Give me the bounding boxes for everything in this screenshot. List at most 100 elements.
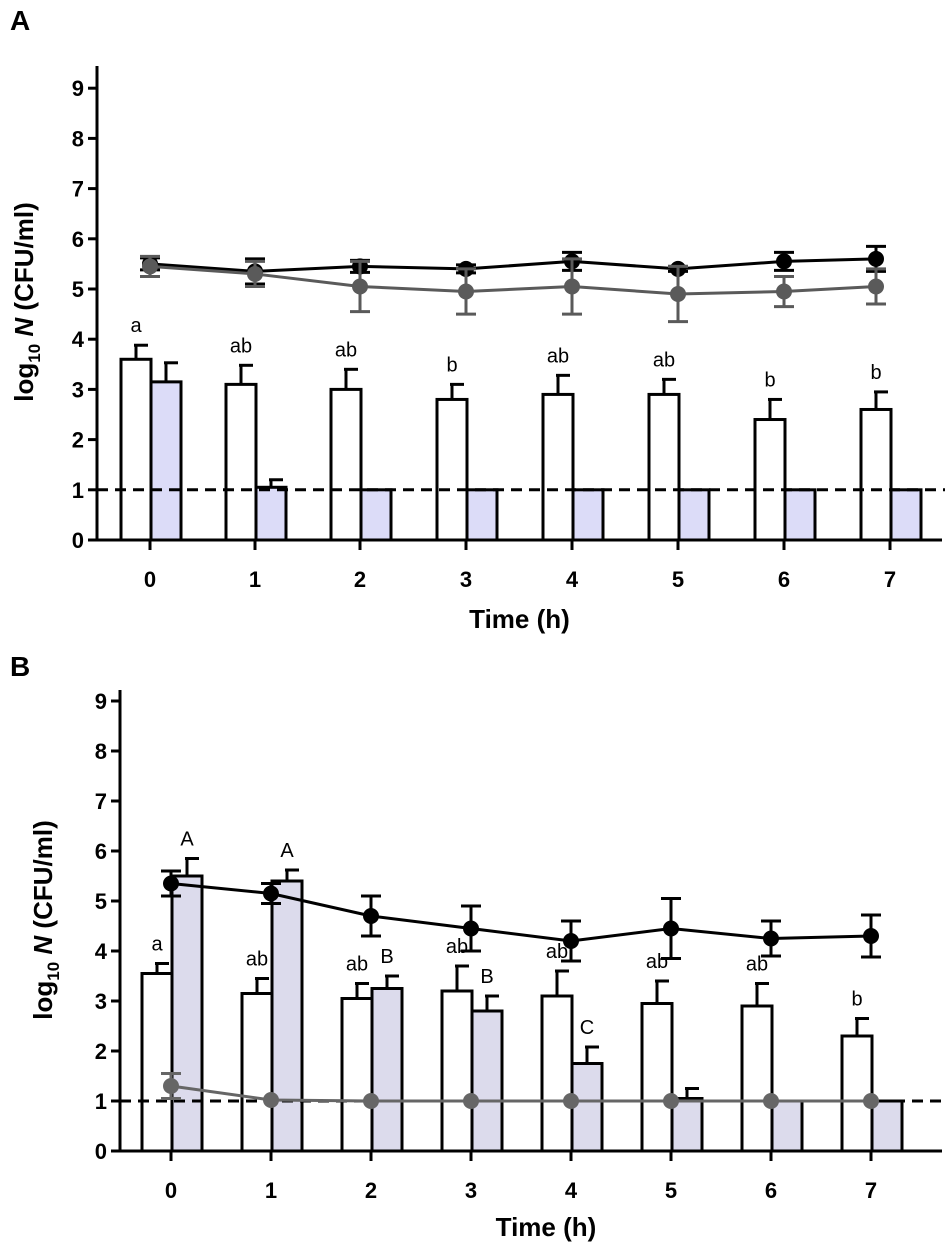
x-tick-label: 6 <box>765 1178 777 1203</box>
y-title-log: log <box>9 363 39 402</box>
data-point <box>863 928 879 944</box>
significance-label: ab <box>446 936 468 958</box>
y-title-units: (CFU/ml) <box>9 202 39 318</box>
significance-label: b <box>764 369 775 391</box>
data-point <box>463 920 479 937</box>
y-tick-label: 8 <box>72 126 84 151</box>
significance-label: ab <box>546 941 568 963</box>
y-tick-label: 5 <box>95 889 107 914</box>
data-point <box>163 875 179 892</box>
y-tick-label: 6 <box>72 227 84 252</box>
bar-1 <box>541 392 575 542</box>
x-tick-label: 4 <box>565 1178 578 1203</box>
bar-2 <box>465 488 499 542</box>
x-tick-label: 7 <box>865 1178 877 1203</box>
panel-label: A <box>10 5 30 36</box>
bar-1 <box>240 992 274 1153</box>
data-point <box>247 265 263 282</box>
panel-label: B <box>10 651 30 682</box>
y-axis-title: log10 N (CFU/ml) <box>9 202 44 401</box>
line-series-2 <box>149 264 877 296</box>
bar-2 <box>470 1009 504 1153</box>
panel-a: A 0 1 2 3 4 5 6 7 8 9 0 1 2 3 4 5 6 7 Time (h) log10 N (CFU/… <box>9 5 945 634</box>
data-point <box>663 920 679 937</box>
y-tick-label: 8 <box>95 739 107 764</box>
y-tick-label: 3 <box>72 377 84 402</box>
data-point <box>670 286 686 303</box>
data-point <box>263 1092 279 1108</box>
significance-label: B <box>380 946 393 968</box>
x-tick-label: 3 <box>460 567 472 592</box>
x-tick-label: 5 <box>665 1178 677 1203</box>
panel-b: B 0 1 2 3 4 5 6 7 8 9 0 1 2 3 4 5 6 7 Time (h) log10 N (CFU/… <box>10 651 945 1242</box>
y-tick-label: 3 <box>95 989 107 1014</box>
data-point <box>458 283 474 300</box>
bar-1 <box>440 989 474 1153</box>
y-axis-title: log10 N (CFU/ml) <box>28 820 63 1019</box>
y-tick-label: 0 <box>95 1139 107 1164</box>
y-tick-label: 2 <box>72 428 84 453</box>
data-point <box>363 1093 379 1109</box>
significance-label: b <box>446 354 457 376</box>
significance-label: ab <box>335 339 357 361</box>
significance-label: a <box>151 934 163 956</box>
significance-label: a <box>130 315 142 337</box>
x-tick-label: 3 <box>465 1178 477 1203</box>
y-title-subscript: 10 <box>25 344 44 363</box>
significance-label: b <box>851 989 862 1011</box>
bar-1 <box>840 1034 874 1153</box>
significance-label: b <box>870 362 881 384</box>
bar-2 <box>570 1062 604 1153</box>
x-tick-label: 1 <box>265 1178 277 1203</box>
bar-1 <box>140 972 174 1153</box>
bar-1 <box>859 407 893 542</box>
data-point <box>776 283 792 300</box>
line-series-1 <box>149 257 877 273</box>
bar-1 <box>753 418 787 542</box>
bar-2 <box>170 874 204 1153</box>
x-tick-label: 1 <box>249 567 261 592</box>
y-tick-label: 2 <box>95 1039 107 1064</box>
data-point <box>868 278 884 295</box>
significance-label: B <box>480 966 493 988</box>
bar-1 <box>540 994 574 1153</box>
x-axis-title: Time (h) <box>496 1212 597 1242</box>
x-tick-label: 0 <box>165 1178 177 1203</box>
y-tick-label: 9 <box>95 689 107 714</box>
x-tick-label: 4 <box>566 567 579 592</box>
significance-label: C <box>580 1017 594 1039</box>
y-title-variable: N <box>9 317 39 344</box>
bar-2 <box>571 488 605 542</box>
bar-1 <box>435 397 469 542</box>
bar-2 <box>783 488 817 542</box>
data-point <box>352 278 368 295</box>
y-tick-label: 4 <box>72 327 85 352</box>
y-title-units: (CFU/ml) <box>28 820 58 936</box>
data-point <box>163 1078 179 1094</box>
x-axis-title: Time (h) <box>469 604 570 634</box>
bar-2 <box>254 485 288 542</box>
bar-1 <box>647 392 681 542</box>
bar-2 <box>677 488 711 542</box>
y-tick-label: 1 <box>95 1089 107 1114</box>
data-point <box>142 258 158 275</box>
significance-label: ab <box>547 345 569 367</box>
bar-1 <box>329 387 363 542</box>
y-tick-label: 9 <box>72 76 84 101</box>
bar-1 <box>119 357 153 542</box>
y-tick-label: 7 <box>72 177 84 202</box>
bar-1 <box>740 1004 774 1153</box>
y-tick-label: 6 <box>95 839 107 864</box>
significance-label: A <box>280 840 294 862</box>
bar-2 <box>149 380 183 542</box>
significance-label: ab <box>746 954 768 976</box>
y-title-variable: N <box>28 935 58 962</box>
significance-label: A <box>180 829 194 851</box>
bar-1 <box>640 1002 674 1153</box>
data-point <box>663 1093 679 1109</box>
x-tick-label: 0 <box>144 567 156 592</box>
significance-label: ab <box>646 951 668 973</box>
x-tick-label: 7 <box>884 567 896 592</box>
y-tick-label: 5 <box>72 277 84 302</box>
